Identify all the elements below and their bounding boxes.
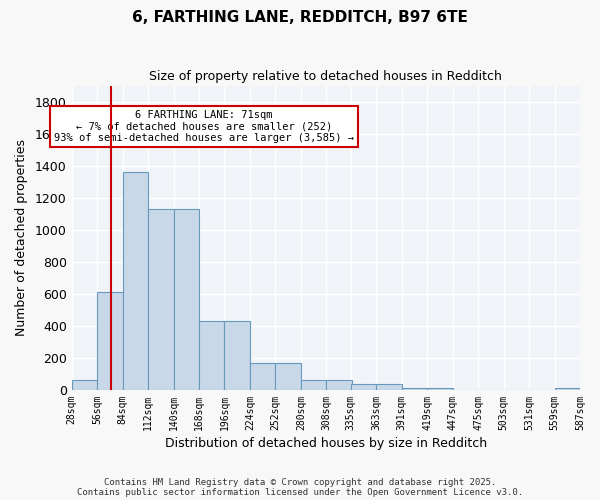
- Bar: [250, 362, 275, 390]
- Bar: [326, 380, 352, 390]
- Bar: [173, 209, 199, 390]
- Bar: [351, 384, 376, 390]
- Bar: [71, 380, 97, 390]
- Bar: [224, 321, 250, 390]
- Title: Size of property relative to detached houses in Redditch: Size of property relative to detached ho…: [149, 70, 502, 83]
- Bar: [554, 388, 580, 390]
- Y-axis label: Number of detached properties: Number of detached properties: [15, 139, 28, 336]
- Bar: [122, 172, 148, 390]
- Text: 6 FARTHING LANE: 71sqm
← 7% of detached houses are smaller (252)
93% of semi-det: 6 FARTHING LANE: 71sqm ← 7% of detached …: [54, 110, 354, 143]
- Bar: [427, 388, 452, 390]
- X-axis label: Distribution of detached houses by size in Redditch: Distribution of detached houses by size …: [165, 437, 487, 450]
- Bar: [376, 384, 402, 390]
- Bar: [275, 362, 301, 390]
- Bar: [199, 321, 224, 390]
- Text: Contains HM Land Registry data © Crown copyright and database right 2025.
Contai: Contains HM Land Registry data © Crown c…: [77, 478, 523, 497]
- Bar: [148, 209, 173, 390]
- Bar: [301, 380, 326, 390]
- Bar: [97, 292, 122, 390]
- Text: 6, FARTHING LANE, REDDITCH, B97 6TE: 6, FARTHING LANE, REDDITCH, B97 6TE: [132, 10, 468, 25]
- Bar: [402, 388, 427, 390]
